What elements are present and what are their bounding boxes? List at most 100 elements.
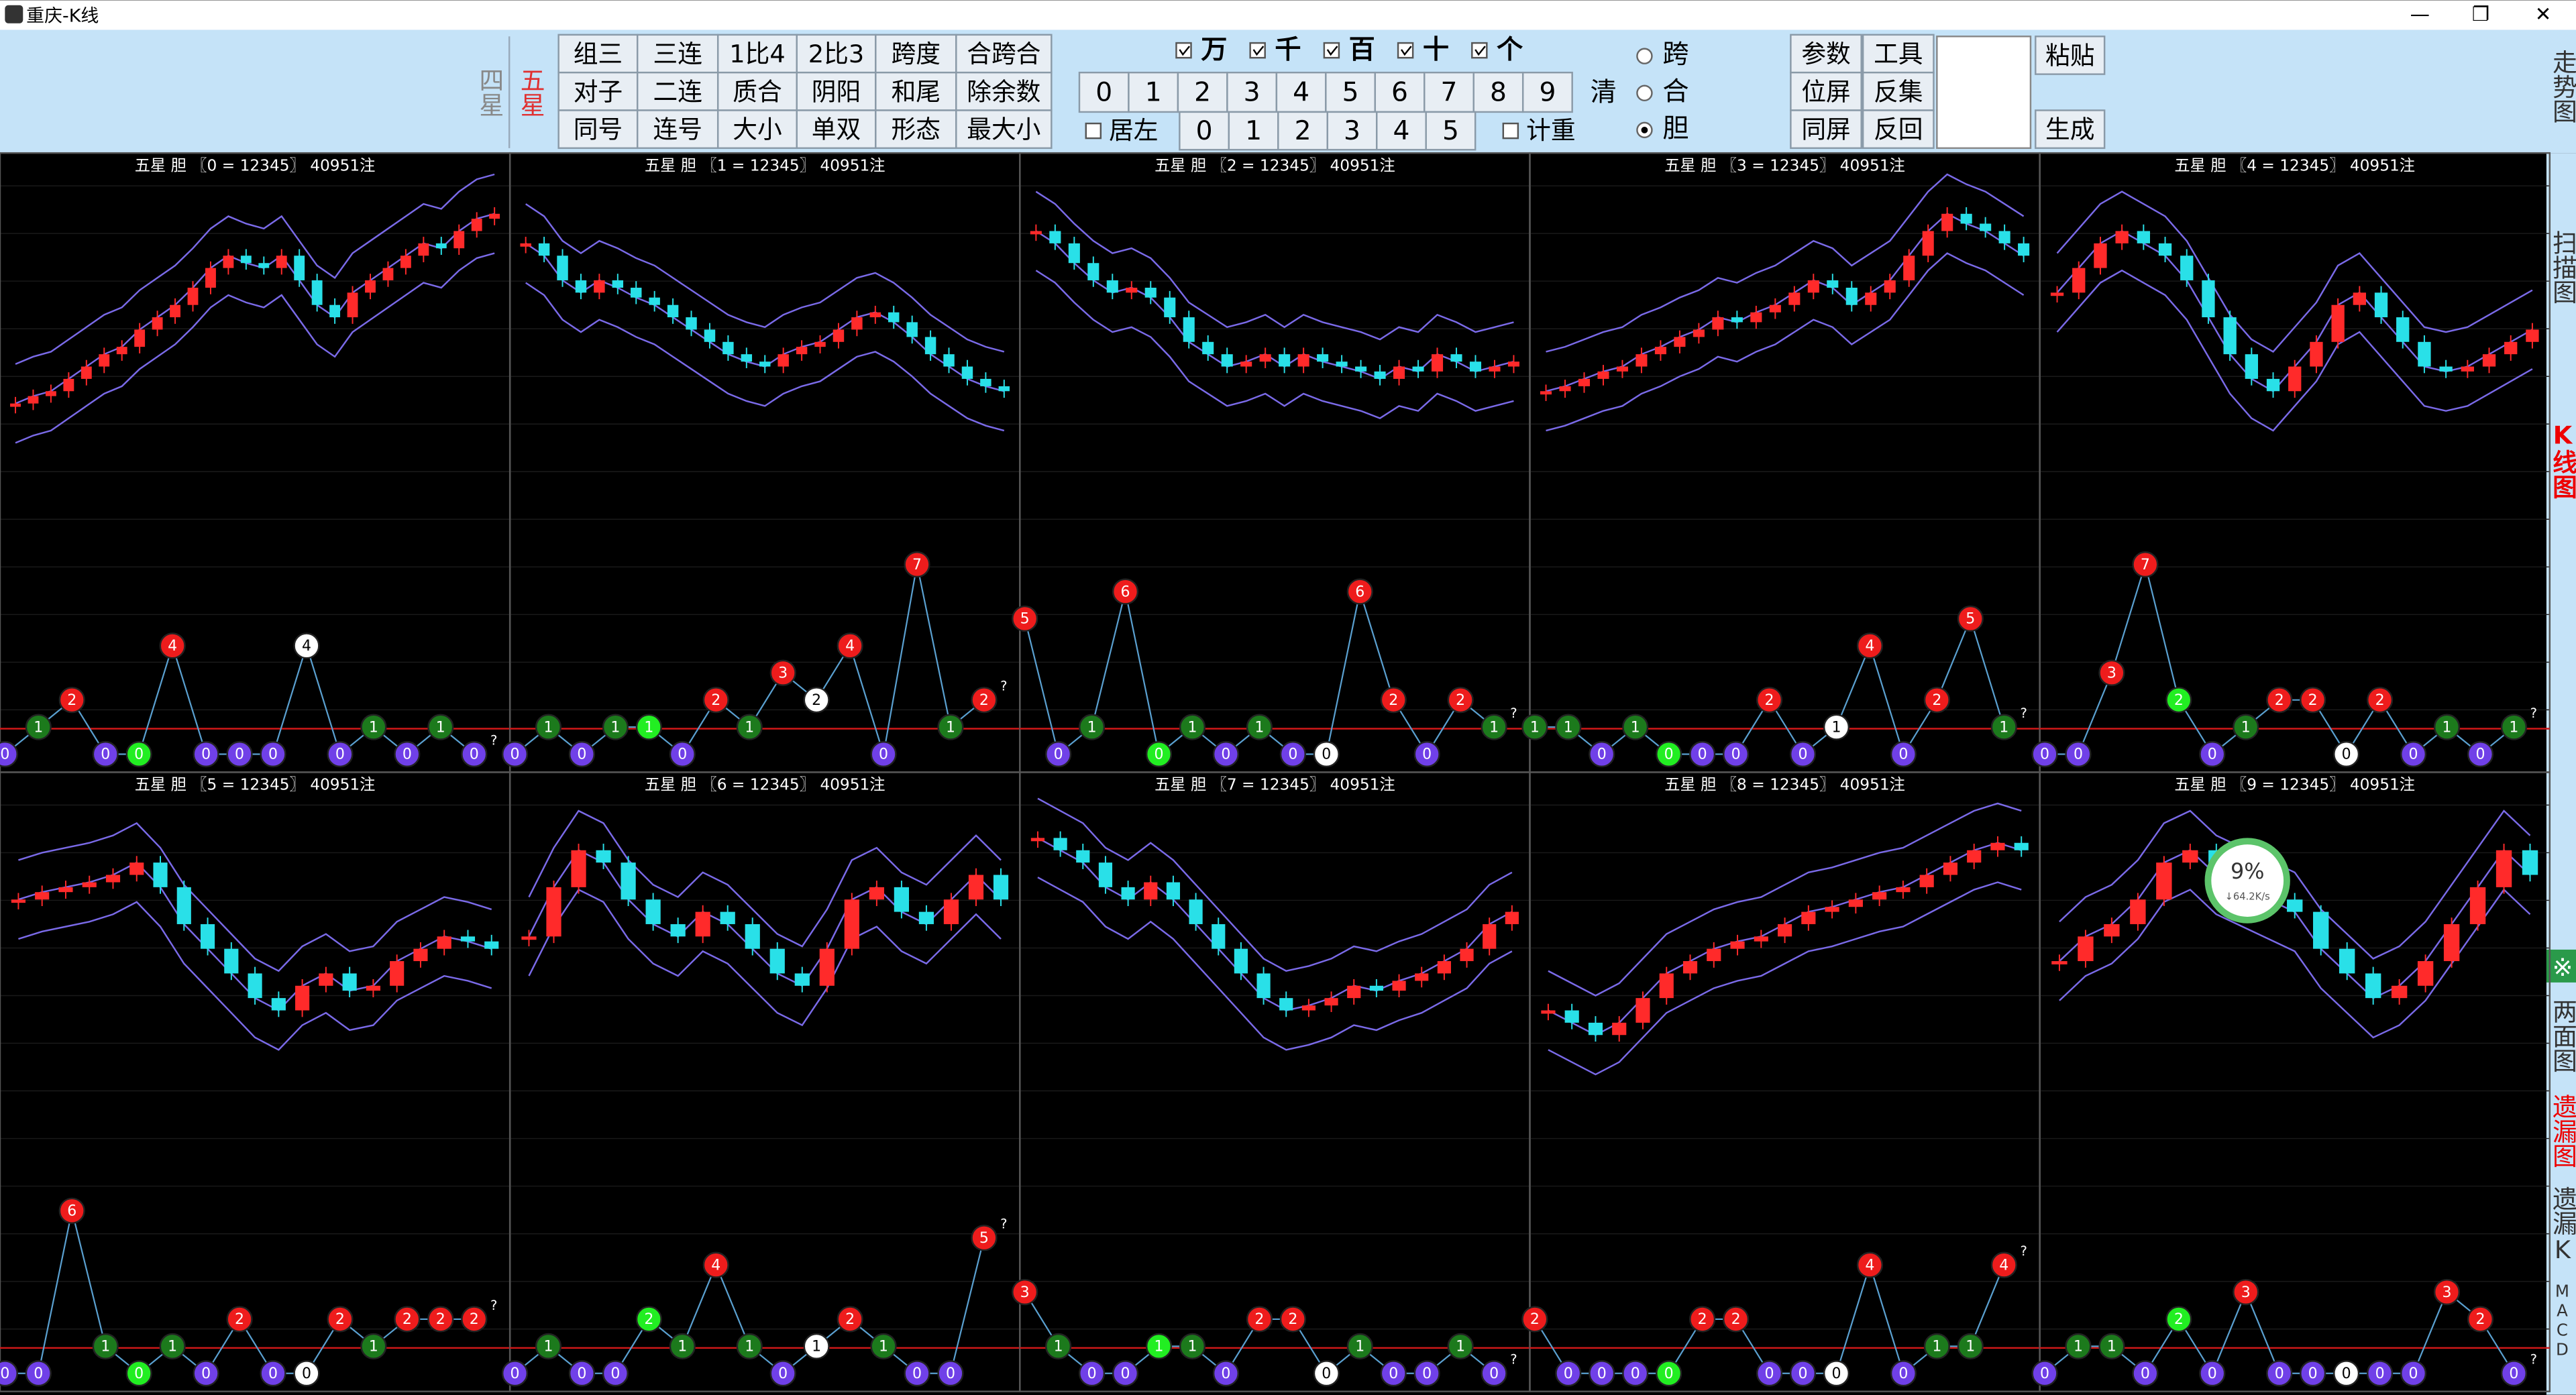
filter-button[interactable] — [875, 71, 957, 111]
candle — [2182, 850, 2198, 863]
ball-label: 2 — [845, 1311, 855, 1328]
input-box[interactable] — [1936, 36, 2032, 150]
ball-label: 1 — [1187, 1339, 1197, 1355]
candle — [924, 337, 936, 355]
sidebar-tab[interactable]: 扫描图 — [2548, 230, 2576, 304]
radio[interactable] — [1636, 85, 1653, 102]
digit-button[interactable] — [1376, 111, 1427, 151]
filter-button[interactable] — [796, 109, 877, 150]
star-tab[interactable]: 四星 — [475, 68, 504, 117]
ball-label: 0 — [34, 1365, 43, 1382]
filter-button[interactable] — [955, 34, 1053, 74]
candle — [365, 280, 376, 293]
omission-ball — [568, 740, 596, 768]
filter-button-label: 合跨合 — [967, 40, 1040, 68]
window-control[interactable]: ✕ — [2535, 3, 2552, 25]
filter-button[interactable] — [636, 34, 719, 74]
digit-button[interactable] — [1424, 71, 1474, 113]
clear-button[interactable]: 清 — [1591, 78, 1617, 108]
filter-button[interactable] — [636, 109, 719, 150]
candle — [741, 354, 753, 362]
omission-ball — [1212, 740, 1240, 768]
candle — [28, 396, 39, 404]
sidebar-tab[interactable]: 两面图 — [2548, 999, 2576, 1072]
candle — [1369, 985, 1383, 991]
checkbox[interactable] — [1085, 122, 1102, 140]
filter-button[interactable] — [557, 109, 639, 150]
digit-button[interactable] — [1277, 111, 1328, 151]
sidebar-tab[interactable]: 走势图 — [2548, 50, 2576, 123]
digit-button[interactable] — [1179, 111, 1230, 151]
candle — [2331, 304, 2345, 342]
ball-label: 1 — [1254, 719, 1264, 736]
candle — [258, 263, 270, 268]
sidebar-tab[interactable]: K线图 — [2548, 421, 2576, 498]
ball-label: 0 — [1121, 1365, 1130, 1382]
digit-button-label: 3 — [1344, 116, 1360, 146]
candle — [1256, 973, 1271, 999]
omission-ball — [2233, 714, 2259, 740]
candle — [1943, 862, 1958, 875]
checkbox[interactable] — [1502, 122, 1519, 140]
paste-button-label: 粘贴 — [2045, 41, 2094, 70]
candle — [1507, 361, 1519, 367]
candle — [1189, 899, 1203, 924]
candle — [1654, 347, 1666, 355]
filter-button-label: 1比4 — [729, 40, 785, 68]
sidebar-tab[interactable]: 遗漏图 — [2548, 1094, 2576, 1168]
candle — [2115, 231, 2129, 243]
sidebar-tab[interactable]: ※ — [2548, 953, 2576, 982]
omission-ball — [1045, 1333, 1072, 1359]
digit-button[interactable] — [1326, 111, 1378, 151]
omission-ball — [159, 632, 186, 659]
ball-label: 2 — [67, 692, 76, 709]
candle — [2130, 899, 2146, 924]
digit-button[interactable] — [1521, 71, 1573, 113]
omission-ball — [2400, 1360, 2427, 1387]
filter-button[interactable] — [716, 34, 798, 74]
omission-ball — [1957, 605, 1984, 632]
star-tab[interactable]: 五星 — [516, 68, 545, 117]
digit-button[interactable] — [1128, 71, 1179, 113]
ball-label: 0 — [2409, 746, 2418, 763]
tool-button[interactable] — [1862, 71, 1935, 111]
checkbox[interactable] — [1323, 42, 1340, 59]
paste-button[interactable] — [2035, 36, 2106, 75]
digit-button[interactable] — [1472, 71, 1524, 113]
tool-button[interactable] — [1862, 109, 1935, 150]
filter-button[interactable] — [875, 34, 957, 74]
omission-ball — [327, 740, 354, 768]
digit-button[interactable] — [1228, 111, 1279, 151]
checkbox[interactable] — [1471, 42, 1488, 59]
candle — [1750, 312, 1762, 323]
digit-button[interactable] — [1425, 111, 1477, 151]
radio[interactable] — [1636, 48, 1653, 64]
filter-button[interactable] — [875, 109, 957, 150]
ball-label: 0 — [2275, 1365, 2284, 1382]
filter-button[interactable] — [955, 109, 1053, 150]
checkbox[interactable] — [1175, 42, 1192, 59]
ball-label: 0 — [1597, 746, 1607, 763]
window-control[interactable]: ❐ — [2472, 3, 2489, 25]
generate-button[interactable] — [2035, 109, 2106, 150]
checkbox[interactable] — [1249, 42, 1266, 59]
candle — [205, 268, 216, 288]
candle — [342, 973, 357, 991]
filter-button[interactable] — [955, 71, 1053, 111]
ball-label: 1 — [745, 719, 754, 736]
checkbox[interactable] — [1397, 42, 1414, 59]
window-control[interactable]: — — [2410, 3, 2430, 25]
tool-button[interactable] — [1790, 34, 1862, 74]
next-mark: ? — [1510, 1352, 1517, 1368]
tool-button[interactable] — [1790, 109, 1862, 150]
sidebar-tab[interactable]: MACD — [2553, 1282, 2572, 1359]
candle — [2310, 341, 2323, 367]
candle — [435, 243, 447, 249]
candle — [1922, 231, 1934, 256]
ball-label: 1 — [879, 1339, 888, 1355]
ball-label: 0 — [577, 1365, 586, 1382]
omission-ball — [635, 1306, 662, 1333]
omission-ball — [2132, 551, 2159, 578]
candle — [2461, 366, 2474, 372]
sidebar-tab[interactable]: 遗漏K — [2548, 1186, 2576, 1264]
